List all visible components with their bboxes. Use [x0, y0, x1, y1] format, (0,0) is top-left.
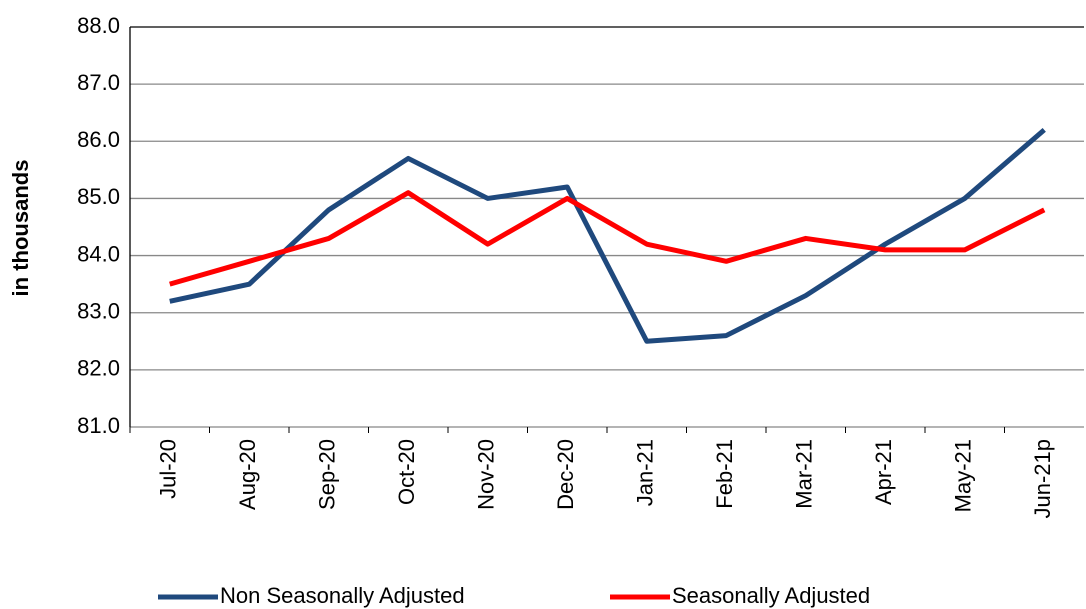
x-tick-label: Jul-20 — [156, 439, 181, 499]
y-tick-label: 83.0 — [77, 299, 120, 324]
series-line — [169, 190, 1046, 287]
x-tick-label: Oct-20 — [394, 439, 419, 505]
x-tick-label: Mar-21 — [792, 439, 817, 509]
x-tick-label: May-21 — [951, 439, 976, 512]
y-tick-label: 86.0 — [77, 127, 120, 152]
y-tick-label: 85.0 — [77, 184, 120, 209]
x-tick-label: Apr-21 — [871, 439, 896, 505]
x-tick-label: Nov-20 — [474, 439, 499, 510]
y-tick-label: 82.0 — [77, 356, 120, 381]
y-tick-label: 88.0 — [77, 13, 120, 38]
x-tick-label: Feb-21 — [712, 439, 737, 509]
x-tick-label: Jan-21 — [633, 439, 658, 506]
x-tick-label: Jun-21p — [1030, 439, 1055, 519]
legend-label: Non Seasonally Adjusted — [220, 583, 465, 608]
y-tick-label: 81.0 — [77, 413, 120, 438]
x-tick-label: Dec-20 — [553, 439, 578, 510]
legend-label: Seasonally Adjusted — [672, 583, 870, 608]
y-axis-label: in thousands — [8, 160, 33, 297]
x-tick-label: Sep-20 — [315, 439, 340, 510]
y-tick-label: 87.0 — [77, 70, 120, 95]
x-tick-label: Aug-20 — [235, 439, 260, 510]
series-line — [169, 127, 1046, 344]
y-tick-label: 84.0 — [77, 241, 120, 266]
